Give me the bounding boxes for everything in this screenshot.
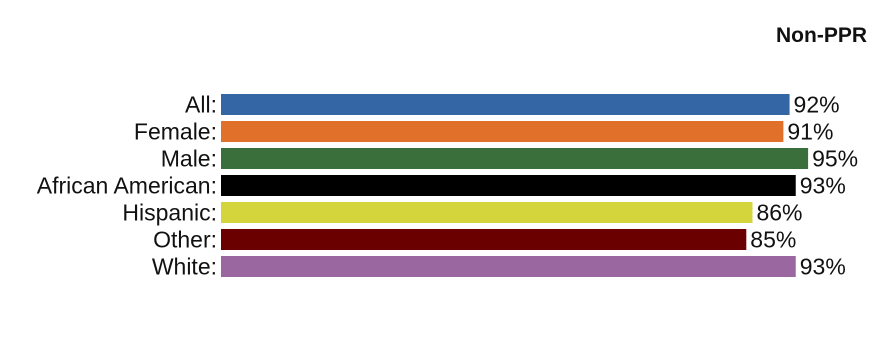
bar bbox=[221, 229, 747, 250]
value-label: 95% bbox=[812, 146, 858, 172]
category-label: Hispanic: bbox=[122, 200, 217, 226]
bar bbox=[221, 175, 796, 196]
bar bbox=[221, 121, 784, 142]
bar bbox=[221, 256, 796, 277]
value-label: 92% bbox=[794, 92, 840, 118]
category-label: African American: bbox=[37, 173, 217, 199]
category-label: Female: bbox=[134, 119, 217, 145]
plot-area: All: 92% Female: 91% Male: 95% African America… bbox=[37, 92, 858, 280]
category-label: All: bbox=[185, 92, 217, 118]
value-label: 93% bbox=[800, 254, 846, 280]
bar bbox=[221, 148, 809, 169]
category-label: White: bbox=[152, 254, 217, 280]
value-label: 91% bbox=[787, 119, 833, 145]
value-label: 86% bbox=[756, 200, 802, 226]
chart-title: Non-PPR bbox=[776, 24, 867, 47]
category-label: Other: bbox=[153, 227, 217, 253]
value-label: 85% bbox=[750, 227, 796, 253]
value-label: 93% bbox=[800, 173, 846, 199]
category-label: Male: bbox=[161, 146, 217, 172]
bar bbox=[221, 94, 790, 115]
bar bbox=[221, 202, 753, 223]
